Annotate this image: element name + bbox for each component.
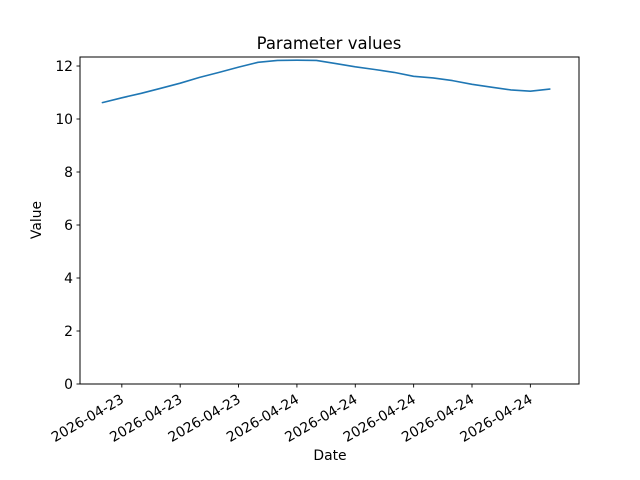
chart-title: Parameter values bbox=[257, 34, 402, 53]
y-tick-label: 4 bbox=[64, 271, 73, 287]
axes-spines bbox=[79, 56, 580, 385]
y-axis-label: Value bbox=[29, 201, 45, 239]
y-tick-label: 0 bbox=[64, 377, 73, 393]
y-tick-label: 12 bbox=[55, 59, 73, 75]
y-tick-label: 6 bbox=[64, 218, 73, 234]
x-axis-label: Date bbox=[313, 448, 346, 464]
y-tick-label: 10 bbox=[55, 112, 73, 128]
data-line-parameter-values bbox=[101, 59, 551, 104]
y-tick-label: 8 bbox=[64, 165, 73, 181]
y-tick-label: 2 bbox=[64, 324, 73, 340]
plot-area bbox=[80, 57, 579, 384]
